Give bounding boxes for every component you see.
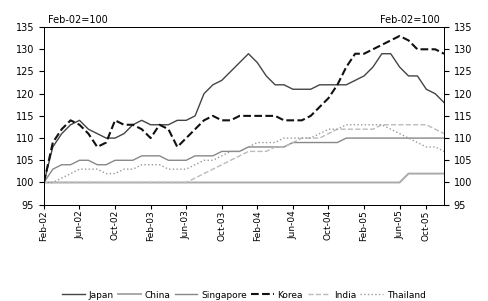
Text: Feb-02=100: Feb-02=100 [380, 15, 440, 25]
Legend: Japan, China, Singapore, Korea, India, Thailand: Japan, China, Singapore, Korea, India, T… [59, 287, 429, 301]
Text: Feb-02=100: Feb-02=100 [48, 15, 108, 25]
